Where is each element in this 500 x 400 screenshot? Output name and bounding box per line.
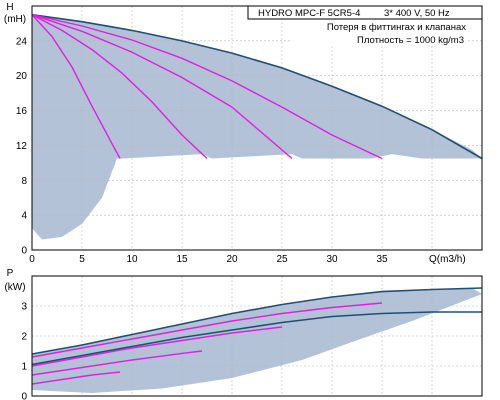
supply-spec: 3* 400 V, 50 Hz bbox=[384, 8, 450, 19]
head-x-tick-label: 10 bbox=[126, 254, 138, 265]
head-curve-0 bbox=[31, 13, 483, 160]
head-envelope-area bbox=[32, 14, 482, 240]
head-x-tick-label: 25 bbox=[276, 254, 288, 265]
head-x-tick-label: 15 bbox=[176, 254, 188, 265]
head-x-tick-label: 20 bbox=[226, 254, 238, 265]
head-curve-2 bbox=[31, 14, 208, 160]
power-axis-label: P bbox=[7, 268, 14, 279]
power-curve-1 bbox=[31, 311, 482, 366]
power-curve-3 bbox=[31, 326, 283, 367]
head-y-tick-label: 16 bbox=[16, 106, 28, 117]
head-y-tick-label: 0 bbox=[21, 246, 27, 257]
note-background bbox=[292, 20, 468, 45]
head-y-tick-label: 24 bbox=[16, 36, 28, 47]
density-note: Плотность = 1000 kg/m3 bbox=[357, 35, 464, 46]
head-curve-1 bbox=[31, 14, 121, 159]
power-curve-0 bbox=[31, 287, 483, 355]
power-envelope-area bbox=[32, 288, 482, 393]
flow-axis-label: Q(m3/h) bbox=[429, 254, 466, 265]
head-x-tick-label: 35 bbox=[376, 254, 388, 265]
model-name: HYDRO MPC-F 5CR5-4 bbox=[258, 8, 360, 19]
power-y-tick-label: 2 bbox=[21, 332, 27, 343]
power-curve-2 bbox=[31, 302, 383, 358]
head-x-tick-label: 30 bbox=[326, 254, 338, 265]
power-plot-frame bbox=[31, 275, 483, 397]
power-y-tick-label: 1 bbox=[21, 362, 27, 373]
fittings-loss-note: Потеря в фиттингах и клапанах bbox=[327, 22, 466, 33]
power-y-tick-label: 3 bbox=[21, 302, 27, 313]
model-header-box bbox=[247, 5, 483, 20]
head-unit-label: (mH) bbox=[4, 14, 26, 25]
power-curve-4 bbox=[31, 350, 203, 376]
power-y-tick-label: 0 bbox=[21, 392, 27, 400]
power-unit-label: (kW) bbox=[4, 282, 25, 293]
head-x-tick-label: 0 bbox=[29, 254, 35, 265]
head-y-tick-label: 4 bbox=[21, 211, 27, 222]
head-y-tick-label: 12 bbox=[16, 141, 28, 152]
power-curve-5 bbox=[31, 371, 121, 385]
head-axis-label: H bbox=[6, 2, 13, 13]
head-curve-3 bbox=[31, 14, 293, 160]
head-y-tick-label: 8 bbox=[21, 176, 27, 187]
head-x-tick-label: 5 bbox=[79, 254, 85, 265]
head-y-tick-label: 20 bbox=[16, 71, 28, 82]
head-curve-4 bbox=[31, 14, 383, 160]
